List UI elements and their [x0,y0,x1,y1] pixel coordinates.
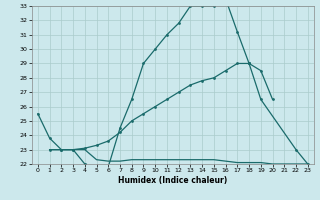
X-axis label: Humidex (Indice chaleur): Humidex (Indice chaleur) [118,176,228,185]
